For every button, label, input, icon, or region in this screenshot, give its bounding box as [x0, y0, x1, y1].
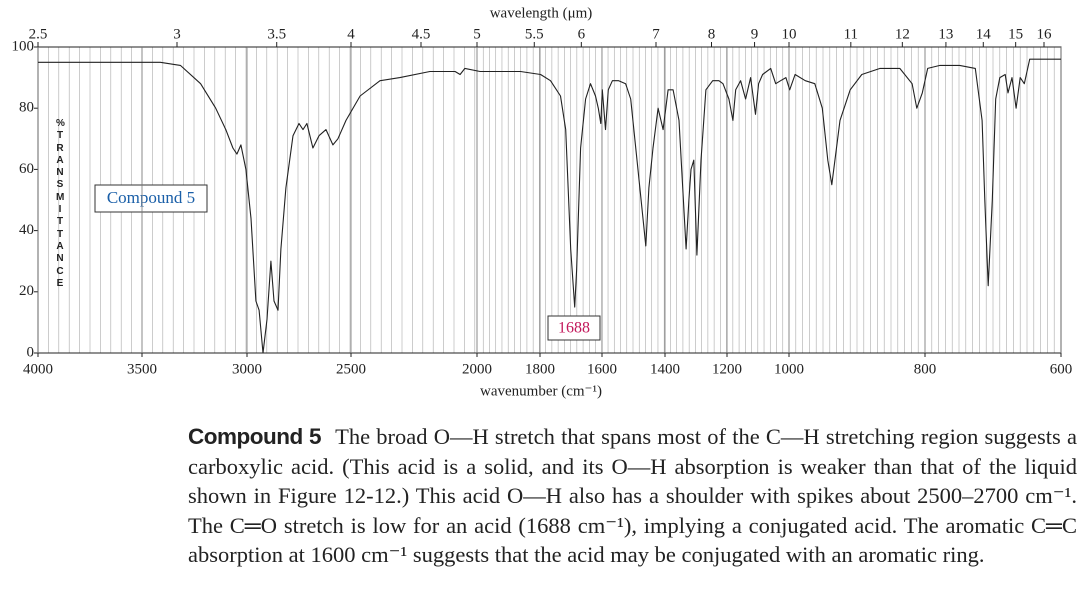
x2-tick-label: 16 [1037, 26, 1053, 42]
x-tick-label: 1400 [650, 361, 680, 377]
y-tick-label: 60 [19, 161, 34, 177]
annotation: Compound 5 [107, 188, 195, 207]
x2-tick-label: 5.5 [525, 26, 544, 42]
annotation-box [547, 315, 601, 341]
y-tick-label: 80 [19, 100, 34, 116]
x-tick-label: 600 [1050, 361, 1073, 377]
x2-tick-label: 10 [782, 26, 797, 42]
x2-tick-label: 7 [652, 26, 660, 42]
x2-tick-label: 11 [844, 26, 858, 42]
caption-label: Compound 5 [188, 424, 322, 449]
y-tick-label: 0 [27, 344, 35, 360]
x2-tick-label: 4.5 [412, 26, 431, 42]
x2-tick-label: 8 [708, 26, 716, 42]
x2-tick-label: 15 [1008, 26, 1023, 42]
x2-tick-label: 5 [473, 26, 481, 42]
annotation-box [94, 184, 208, 213]
x-axis-title: wavenumber (cm⁻¹) [480, 383, 602, 399]
x-tick-label: 2500 [336, 361, 366, 377]
x-tick-label: 3000 [232, 361, 262, 377]
x-tick-label: 1200 [712, 361, 742, 377]
x-tick-label: 800 [914, 361, 937, 377]
x-tick-label: 4000 [23, 361, 53, 377]
x-tick-label: 1600 [587, 361, 617, 377]
annotation: 1688 [558, 320, 590, 337]
x2-tick-label: 12 [895, 26, 910, 42]
x2-tick-label: 3 [173, 26, 181, 42]
x2-tick-label: 9 [751, 26, 759, 42]
x-tick-label: 1800 [525, 361, 555, 377]
x-tick-label: 2000 [462, 361, 492, 377]
y-tick-label: 20 [19, 283, 34, 299]
x2-tick-label: 4 [347, 26, 355, 42]
x2-tick-label: 14 [976, 26, 992, 42]
caption: Compound 5 The broad O—H stretch that spa… [188, 422, 1077, 570]
x2-tick-label: 6 [578, 26, 586, 42]
caption-text: The broad O—H stretch that spans most of… [188, 424, 1077, 567]
x2-tick-label: 3.5 [267, 26, 286, 42]
x2-tick-label: 13 [938, 26, 953, 42]
y-axis-title: %TRANSMITTANCE [56, 118, 65, 289]
spectrum-line [38, 58, 1061, 354]
y-tick-label: 100 [12, 38, 35, 54]
chart: wavelength (μm) wavenumber (cm⁻¹) Compou… [12, 5, 1073, 399]
x-tick-label: 3500 [127, 361, 157, 377]
x2-axis-title: wavelength (μm) [490, 5, 593, 21]
x2-tick-label: 2.5 [29, 26, 48, 42]
y-tick-label: 40 [19, 222, 34, 238]
x-tick-label: 1000 [774, 361, 804, 377]
